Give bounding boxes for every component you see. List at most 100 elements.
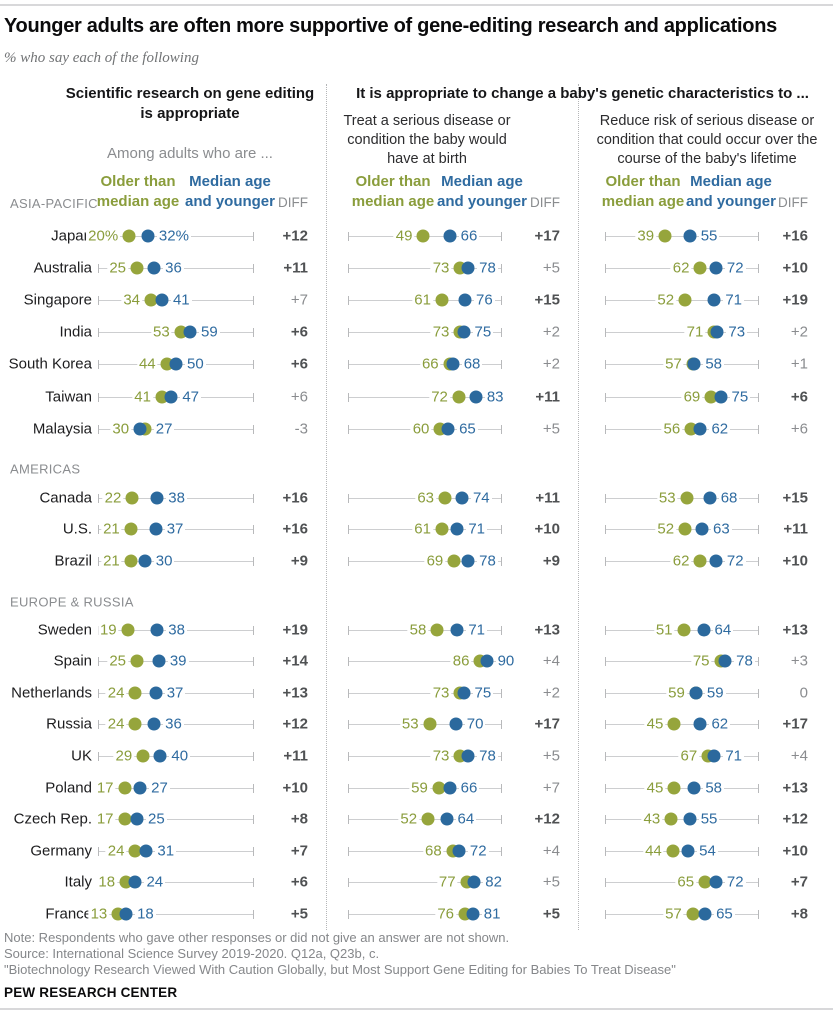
dot-track <box>98 819 254 821</box>
dot-track <box>98 913 254 915</box>
track-tick-right <box>501 720 502 730</box>
track-tick-left <box>605 328 606 338</box>
younger-value: 70 <box>464 715 486 733</box>
treat-subheader: Treat a serious disease or condition the… <box>343 113 511 167</box>
track-tick-right <box>758 328 759 338</box>
diff-value: +6 <box>790 420 808 438</box>
track-tick-left <box>605 392 606 402</box>
track-tick-left <box>348 264 349 274</box>
older-value: 68 <box>423 842 444 860</box>
country-label: Canada <box>39 489 92 506</box>
diff-value: +10 <box>782 842 808 860</box>
younger-value: 27 <box>149 779 170 796</box>
younger-dot <box>683 229 697 243</box>
track-tick-right <box>758 493 759 503</box>
diff-value: +5 <box>542 747 560 765</box>
column-separator-1 <box>326 84 327 930</box>
older-value: 63 <box>415 489 437 506</box>
older-dot <box>124 554 138 568</box>
older-dot <box>121 623 135 636</box>
track-tick-left <box>348 328 349 338</box>
track-tick-right <box>758 909 759 919</box>
diff-value: +13 <box>782 779 808 796</box>
younger-value: 75 <box>729 388 751 405</box>
younger-value: 71 <box>723 291 745 309</box>
older-value: 72 <box>429 388 450 405</box>
older-value: 73 <box>430 323 452 341</box>
diff-value: +19 <box>282 621 308 638</box>
older-value: 44 <box>136 355 158 373</box>
diff-value: +6 <box>790 388 808 405</box>
track-tick-right <box>253 360 254 370</box>
older-dot <box>666 844 680 858</box>
older-value: 25 <box>107 259 128 277</box>
younger-dot <box>150 491 164 504</box>
track-tick-right <box>501 328 502 338</box>
country-label: Taiwan <box>45 388 92 405</box>
younger-dot <box>709 875 723 889</box>
track-tick-left <box>98 846 99 856</box>
dot-track <box>605 724 759 726</box>
younger-dot <box>450 522 464 536</box>
dot-track <box>605 236 759 237</box>
younger-value: 78 <box>477 747 498 765</box>
younger-value: 71 <box>466 520 488 538</box>
track-tick-left <box>98 493 99 503</box>
diff-value: +9 <box>542 552 560 570</box>
younger-value: 68 <box>461 355 483 373</box>
older-dot <box>130 261 144 275</box>
older-value: 73 <box>430 747 452 765</box>
track-tick-left <box>605 783 606 793</box>
older-value: 24 <box>105 684 127 702</box>
track-tick-left <box>98 424 99 434</box>
track-tick-left <box>605 720 606 730</box>
older-dot <box>677 623 691 636</box>
among-label: Among adults who are ... <box>107 145 273 162</box>
country-label: Brazil <box>54 552 92 570</box>
older-value: 24 <box>105 715 127 733</box>
older-value: 45 <box>644 715 666 733</box>
panel-research-header: Scientific research on gene editing is a… <box>65 85 315 122</box>
legend-younger-col3: Median age and younger <box>685 173 776 210</box>
younger-dot <box>457 325 470 339</box>
country-label: Malaysia <box>32 420 92 438</box>
younger-value: 63 <box>711 520 732 538</box>
country-label: Sweden <box>37 621 92 638</box>
older-dot <box>686 907 700 921</box>
younger-value: 55 <box>698 810 720 828</box>
diff-value: +10 <box>782 259 808 277</box>
younger-dot <box>443 229 457 243</box>
diff-value: +14 <box>282 652 308 670</box>
older-value: 75 <box>690 652 712 670</box>
track-tick-right <box>253 815 254 825</box>
track-tick-right <box>253 424 254 434</box>
diff-value: +11 <box>283 259 308 277</box>
younger-value: 54 <box>697 842 718 860</box>
older-dot <box>678 293 692 307</box>
track-tick-right <box>501 783 502 793</box>
older-dot <box>136 749 150 763</box>
younger-dot <box>461 749 475 763</box>
chart-title: Younger adults are often more supportive… <box>4 15 777 37</box>
younger-value: 36 <box>163 715 184 733</box>
track-tick-right <box>758 720 759 730</box>
country-label: Russia <box>46 715 92 733</box>
younger-dot <box>461 554 475 568</box>
diff-value: +16 <box>282 520 308 538</box>
diff-value: +1 <box>790 355 808 373</box>
older-value: 43 <box>641 810 663 828</box>
older-value: 18 <box>96 873 118 891</box>
older-value: 51 <box>653 621 675 638</box>
older-dot <box>122 229 136 243</box>
track-tick-right <box>253 846 254 856</box>
dot-track <box>98 560 254 562</box>
diff-value: +12 <box>782 810 808 828</box>
country-label: Australia <box>33 259 92 277</box>
track-tick-left <box>348 392 349 402</box>
younger-dot <box>440 812 454 826</box>
older-value: 20% <box>86 227 121 245</box>
diff-value: +17 <box>534 715 560 733</box>
track-tick-right <box>501 846 502 856</box>
track-tick-left <box>348 525 349 535</box>
diff-value: +5 <box>542 420 560 438</box>
